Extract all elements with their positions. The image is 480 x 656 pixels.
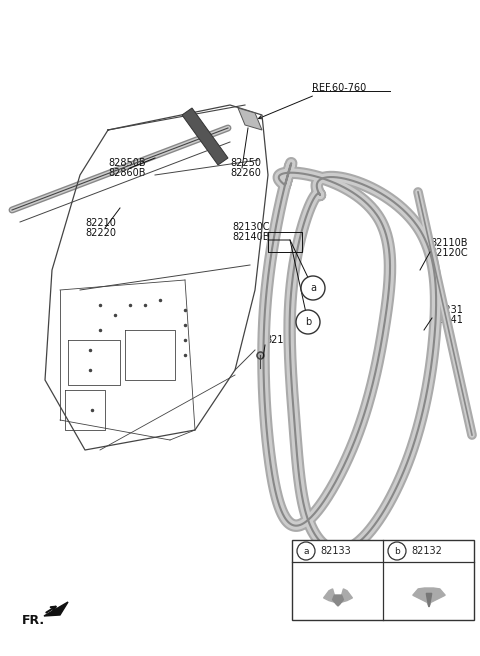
Text: 82850B: 82850B [108,158,145,168]
Text: FR.: FR. [22,613,45,626]
Text: 82191: 82191 [265,335,296,345]
Text: b: b [394,546,400,556]
Polygon shape [333,595,343,606]
Text: 82231: 82231 [432,305,463,315]
Text: 82860B: 82860B [108,168,145,178]
Text: 82130C: 82130C [232,222,269,232]
Text: 82140B: 82140B [232,232,269,242]
Polygon shape [238,108,262,130]
Polygon shape [44,602,68,616]
Text: 82133: 82133 [320,546,351,556]
Circle shape [297,542,315,560]
Text: b: b [305,317,311,327]
Polygon shape [413,588,445,607]
Text: 82210: 82210 [85,218,116,228]
Text: 82241: 82241 [432,315,463,325]
Text: 82110B: 82110B [430,238,468,248]
Text: REF.60-760: REF.60-760 [312,83,366,93]
Text: 82250: 82250 [230,158,261,168]
Text: a: a [310,283,316,293]
Polygon shape [324,589,352,602]
Text: 82132: 82132 [411,546,442,556]
FancyBboxPatch shape [292,540,474,620]
Text: 82220: 82220 [85,228,116,238]
Text: a: a [303,546,309,556]
Polygon shape [182,108,228,165]
Text: 82120C: 82120C [430,248,468,258]
Text: 82260: 82260 [230,168,261,178]
Polygon shape [426,594,432,607]
Circle shape [388,542,406,560]
Circle shape [301,276,325,300]
Circle shape [296,310,320,334]
